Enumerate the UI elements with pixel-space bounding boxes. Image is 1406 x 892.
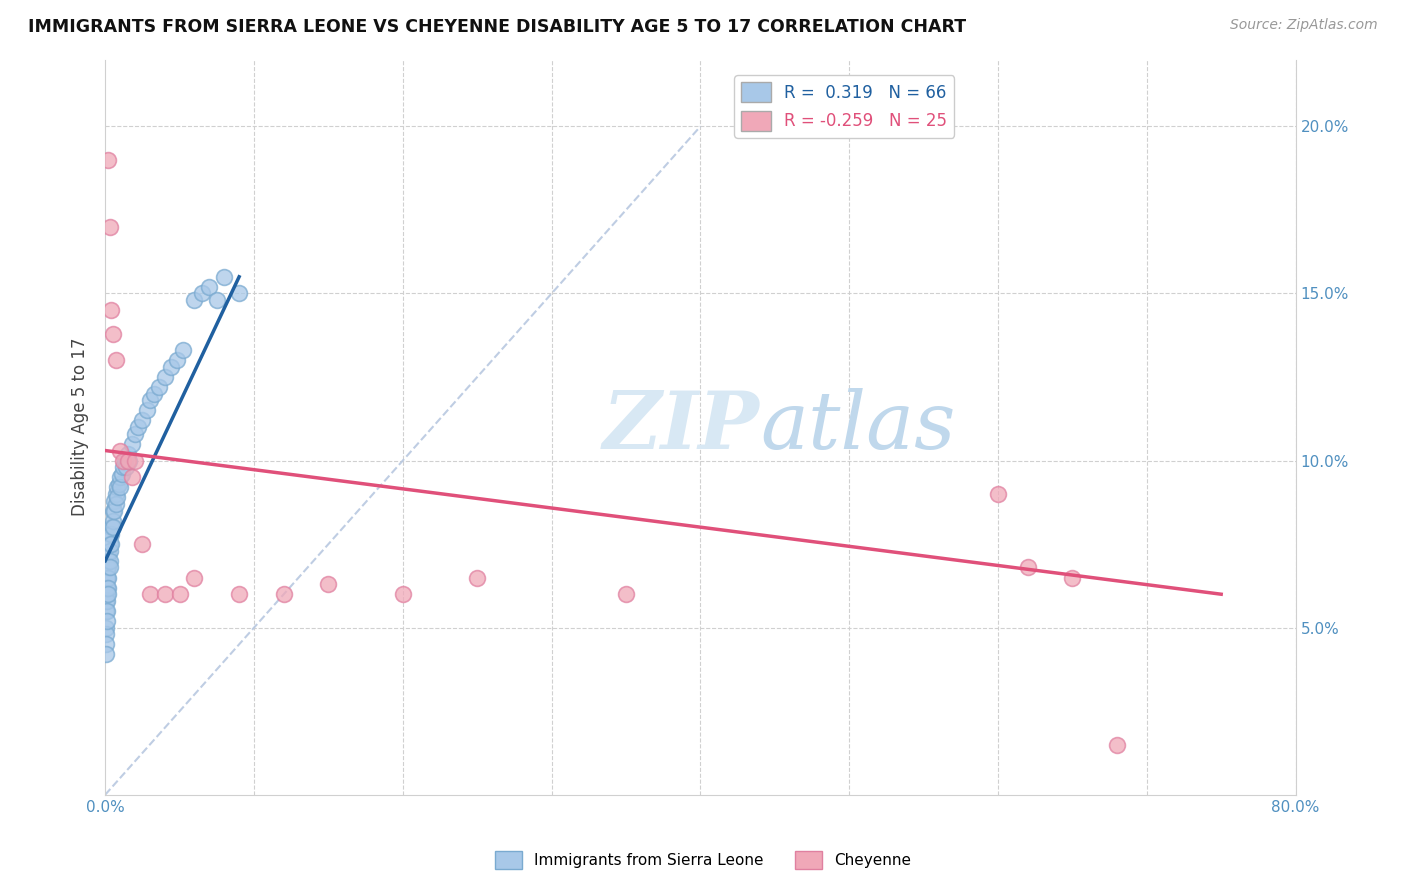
Point: [169, 587, 191, 601]
Point: [98, 527, 121, 541]
Point: [166, 353, 188, 368]
Point: [228, 286, 250, 301]
Point: [96, 587, 118, 601]
Point: [100, 303, 122, 318]
Point: [100, 537, 122, 551]
Point: [97, 587, 120, 601]
Legend: Immigrants from Sierra Leone, Cheyenne: Immigrants from Sierra Leone, Cheyenne: [489, 845, 917, 875]
Point: [96, 594, 118, 608]
Point: [112, 460, 135, 475]
Point: [105, 491, 128, 505]
Point: [318, 577, 340, 591]
Point: [104, 353, 127, 368]
Point: [117, 453, 139, 467]
Point: [124, 426, 146, 441]
Point: [465, 570, 488, 584]
Point: [198, 280, 221, 294]
Point: [115, 460, 138, 475]
Point: [139, 393, 162, 408]
Point: [96, 604, 118, 618]
Point: [135, 403, 157, 417]
Point: [94, 648, 117, 662]
Text: Source: ZipAtlas.com: Source: ZipAtlas.com: [1230, 18, 1378, 32]
Point: [114, 453, 136, 467]
Point: [153, 587, 176, 601]
Point: [183, 570, 205, 584]
Point: [96, 581, 118, 595]
Point: [1105, 738, 1128, 752]
Point: [96, 581, 118, 595]
Point: [118, 453, 141, 467]
Point: [131, 537, 153, 551]
Point: [96, 570, 118, 584]
Point: [614, 587, 637, 601]
Point: [98, 537, 121, 551]
Text: ZIP: ZIP: [603, 388, 759, 466]
Point: [97, 554, 120, 568]
Point: [96, 587, 118, 601]
Point: [127, 420, 149, 434]
Point: [987, 487, 1010, 501]
Point: [121, 470, 143, 484]
Point: [1017, 560, 1039, 574]
Point: [105, 480, 128, 494]
Point: [98, 560, 121, 574]
Point: [148, 380, 170, 394]
Point: [98, 543, 121, 558]
Point: [191, 286, 214, 301]
Point: [1062, 570, 1084, 584]
Point: [124, 453, 146, 467]
Point: [108, 443, 131, 458]
Point: [94, 604, 117, 618]
Point: [139, 587, 162, 601]
Point: [108, 480, 131, 494]
Legend: R =  0.319   N = 66, R = -0.259   N = 25: R = 0.319 N = 66, R = -0.259 N = 25: [734, 75, 953, 137]
Point: [159, 359, 181, 374]
Point: [94, 621, 117, 635]
Point: [100, 520, 122, 534]
Point: [121, 437, 143, 451]
Point: [96, 570, 118, 584]
Point: [107, 477, 129, 491]
Point: [96, 614, 118, 628]
Point: [104, 487, 127, 501]
Point: [391, 587, 413, 601]
Point: [273, 587, 295, 601]
Point: [97, 153, 120, 167]
Point: [112, 453, 135, 467]
Point: [97, 570, 120, 584]
Point: [96, 594, 118, 608]
Point: [103, 493, 125, 508]
Point: [183, 293, 205, 308]
Point: [97, 560, 120, 574]
Point: [98, 554, 121, 568]
Point: [117, 447, 139, 461]
Point: [94, 627, 117, 641]
Point: [101, 326, 124, 341]
Point: [108, 470, 131, 484]
Point: [94, 637, 117, 651]
Point: [104, 497, 127, 511]
Point: [97, 581, 120, 595]
Text: IMMIGRANTS FROM SIERRA LEONE VS CHEYENNE DISABILITY AGE 5 TO 17 CORRELATION CHAR: IMMIGRANTS FROM SIERRA LEONE VS CHEYENNE…: [28, 18, 966, 36]
Point: [143, 386, 166, 401]
Y-axis label: Disability Age 5 to 17: Disability Age 5 to 17: [72, 338, 89, 516]
Point: [98, 219, 121, 234]
Text: atlas: atlas: [759, 388, 955, 466]
Point: [153, 370, 176, 384]
Point: [101, 504, 124, 518]
Point: [101, 514, 124, 528]
Point: [172, 343, 194, 358]
Point: [97, 547, 120, 561]
Point: [103, 504, 125, 518]
Point: [212, 269, 235, 284]
Point: [131, 413, 153, 427]
Point: [205, 293, 228, 308]
Point: [100, 527, 122, 541]
Point: [96, 560, 118, 574]
Point: [101, 520, 124, 534]
Point: [228, 587, 250, 601]
Point: [110, 467, 132, 481]
